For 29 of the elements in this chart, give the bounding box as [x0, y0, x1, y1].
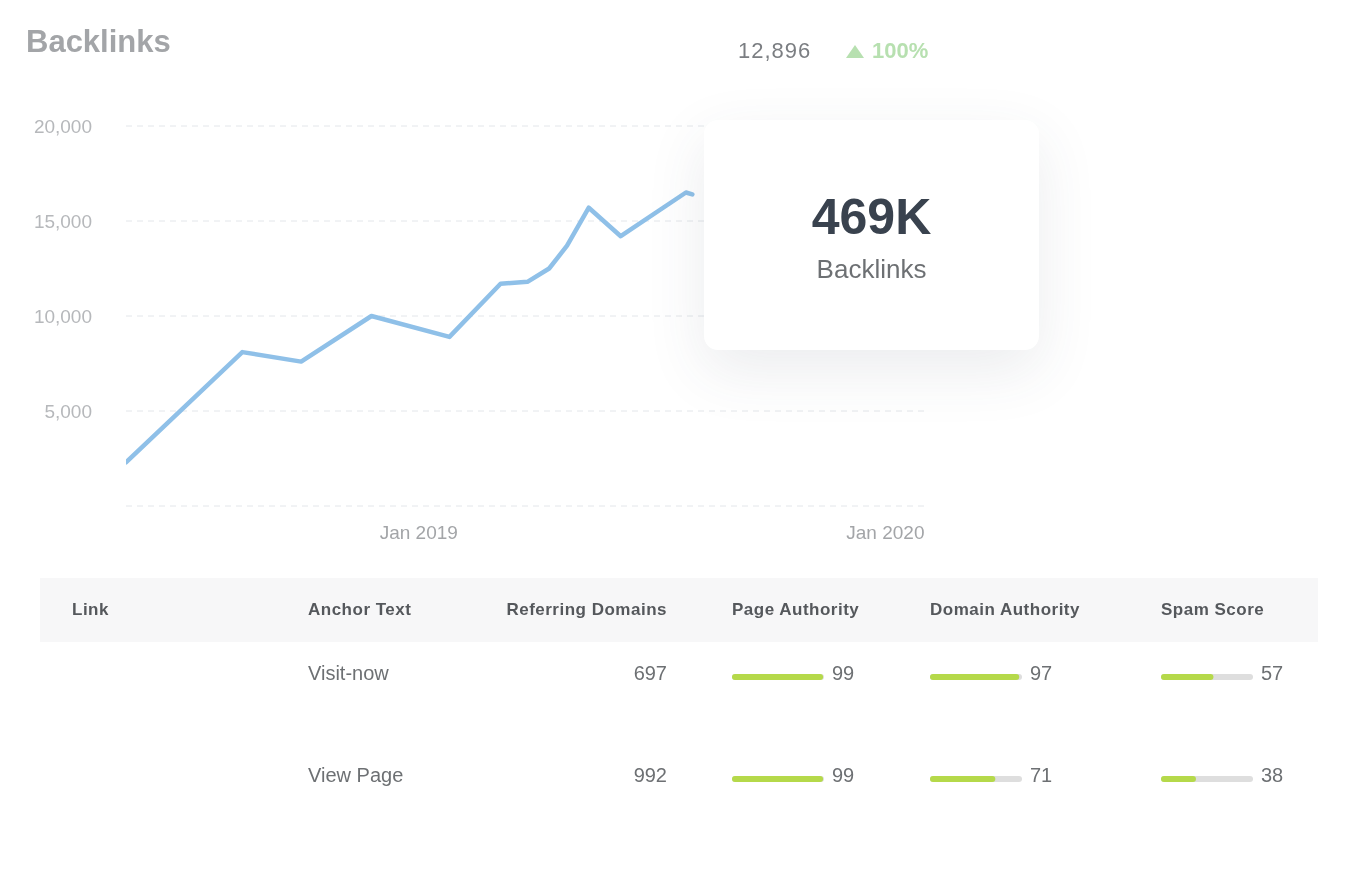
y-tick-label: 10,000	[33, 305, 92, 327]
text: 99	[832, 764, 855, 786]
text: 57	[1261, 662, 1284, 684]
category-label: Spam Score	[1161, 600, 1265, 620]
text: View Page	[308, 764, 404, 786]
text: 71	[1030, 764, 1053, 786]
category-label: Anchor Text	[308, 600, 412, 620]
y-tick-label: 5,000	[44, 400, 92, 422]
text: Visit-now	[308, 662, 389, 684]
annotation: 469K	[810, 188, 933, 246]
text: 97	[1030, 662, 1053, 684]
text: 99	[832, 662, 855, 684]
category-label: Domain Authority	[930, 600, 1080, 620]
category-label: Referring Domains	[505, 600, 667, 620]
annotation: Backlinks	[815, 254, 928, 285]
text: 38	[1261, 764, 1284, 786]
chart-title: Backlinks	[26, 24, 171, 60]
text: 12,896	[738, 38, 812, 64]
x-tick-label: Jan 2020	[846, 522, 925, 544]
line-series	[126, 190, 695, 465]
category-label: Link	[72, 600, 109, 620]
text: 992	[633, 764, 667, 786]
x-tick-label: Jan 2019	[379, 522, 458, 544]
text: 697	[633, 662, 667, 684]
category-label: Page Authority	[732, 600, 860, 620]
y-tick-label: 20,000	[33, 115, 92, 137]
info-card: 469K Backlinks	[704, 120, 1039, 350]
text: 100%	[872, 38, 929, 64]
y-tick-label: 15,000	[33, 210, 92, 232]
